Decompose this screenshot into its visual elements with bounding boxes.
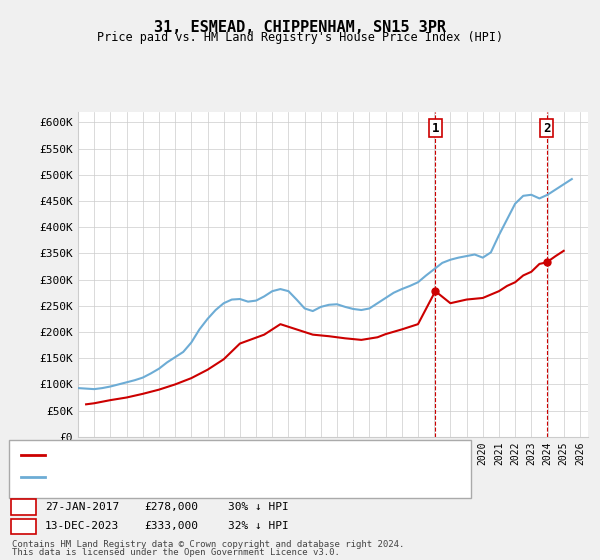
Text: 2: 2	[20, 521, 27, 531]
Text: Contains HM Land Registry data © Crown copyright and database right 2024.: Contains HM Land Registry data © Crown c…	[12, 540, 404, 549]
Text: 31, ESMEAD, CHIPPENHAM, SN15 3PR: 31, ESMEAD, CHIPPENHAM, SN15 3PR	[154, 20, 446, 35]
Text: £333,000: £333,000	[144, 521, 198, 531]
Text: 1: 1	[20, 502, 27, 512]
Text: This data is licensed under the Open Government Licence v3.0.: This data is licensed under the Open Gov…	[12, 548, 340, 557]
Text: 27-JAN-2017: 27-JAN-2017	[45, 502, 119, 512]
Text: 31, ESMEAD, CHIPPENHAM, SN15 3PR (detached house): 31, ESMEAD, CHIPPENHAM, SN15 3PR (detach…	[49, 450, 355, 460]
Text: £278,000: £278,000	[144, 502, 198, 512]
Text: Price paid vs. HM Land Registry's House Price Index (HPI): Price paid vs. HM Land Registry's House …	[97, 31, 503, 44]
Text: 1: 1	[431, 122, 439, 135]
Text: 13-DEC-2023: 13-DEC-2023	[45, 521, 119, 531]
Text: 32% ↓ HPI: 32% ↓ HPI	[228, 521, 289, 531]
Text: 30% ↓ HPI: 30% ↓ HPI	[228, 502, 289, 512]
Text: HPI: Average price, detached house, Wiltshire: HPI: Average price, detached house, Wilt…	[49, 472, 331, 482]
Text: 2: 2	[543, 122, 550, 135]
